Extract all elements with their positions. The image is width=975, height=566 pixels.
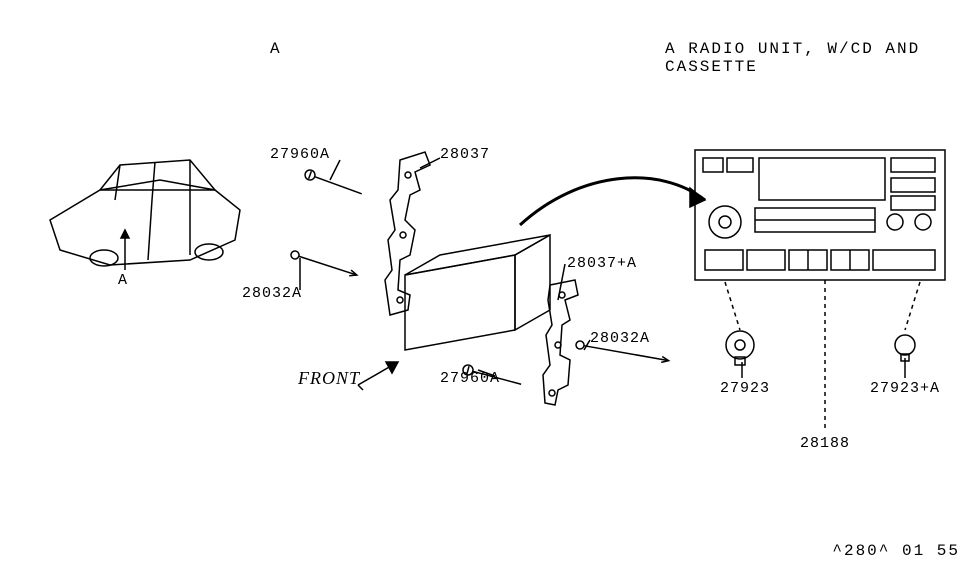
- diagram-svg: [0, 0, 975, 566]
- radio-assembly-icon: [290, 152, 705, 405]
- radio-faceplate-icon: [695, 150, 945, 280]
- diagram-canvas: A A RADIO UNIT, W/CD AND CASSETTE 27960A…: [0, 0, 975, 566]
- car-icon: [50, 160, 240, 270]
- radio-knobs-icon: [725, 280, 920, 430]
